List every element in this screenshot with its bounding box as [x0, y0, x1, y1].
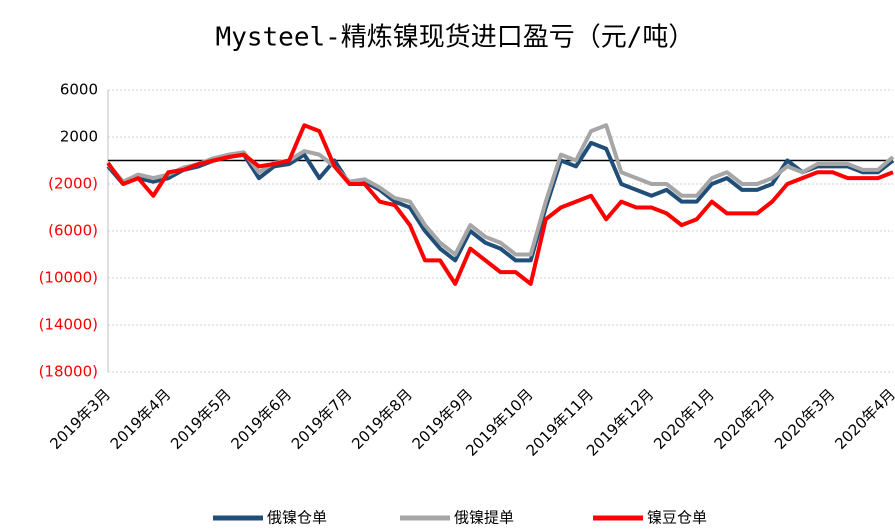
x-tick-label: 2019年4月	[107, 385, 175, 453]
y-tick-label: (6000)	[48, 222, 98, 240]
x-tick-label: 2019年8月	[348, 385, 416, 453]
legend-label: 俄镍提单	[454, 509, 514, 527]
y-tick-label: (18000)	[39, 363, 98, 381]
chart-title: Mysteel-精炼镍现货进口盈亏（元/吨）	[216, 23, 695, 53]
series-line	[106, 123, 894, 286]
y-tick-label: 2000	[60, 128, 98, 146]
x-tick-label: 2019年3月	[46, 385, 114, 453]
legend-label: 俄镍仓单	[267, 509, 327, 527]
y-tick-label: (10000)	[39, 269, 98, 287]
x-tick-label: 2020年3月	[771, 385, 839, 453]
x-tick-label: 2019年6月	[227, 385, 295, 453]
x-tick-label: 2020年1月	[650, 385, 718, 453]
x-tick-label: 2019年5月	[167, 385, 235, 453]
x-tick-label: 2019年7月	[288, 385, 356, 453]
y-tick-label: (2000)	[48, 175, 98, 193]
x-tick-label: 2020年4月	[831, 385, 895, 453]
y-tick-label: 6000	[60, 81, 98, 99]
y-tick-label: (14000)	[39, 316, 98, 334]
legend-label: 镍豆仓单	[647, 509, 707, 527]
series-line	[106, 123, 895, 257]
x-tick-label: 2020年2月	[711, 385, 779, 453]
